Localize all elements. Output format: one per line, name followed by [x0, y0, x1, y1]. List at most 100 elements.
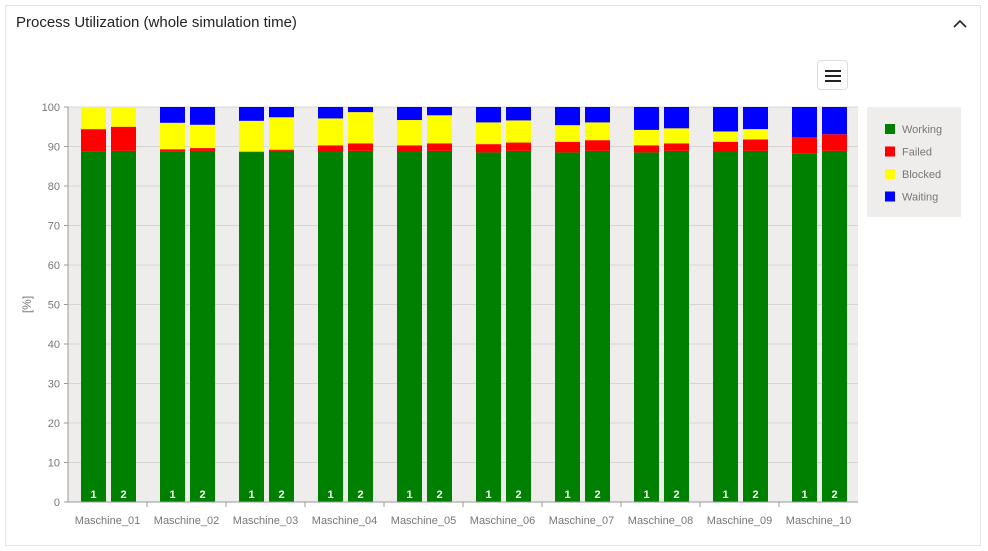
bar-segment-failed	[792, 137, 817, 154]
bar-segment-failed	[348, 143, 373, 151]
hamburger-line	[825, 75, 841, 77]
bar-label: 2	[752, 489, 758, 501]
legend-label: Blocked	[902, 169, 941, 181]
bar-segment-waiting	[239, 107, 264, 121]
bar-segment-blocked	[397, 120, 422, 146]
bar-segment-working	[476, 152, 501, 503]
bar-segment-blocked	[743, 129, 768, 140]
bar-segment-working	[239, 152, 264, 502]
bar-segment-blocked	[190, 124, 215, 149]
bar-segment-waiting	[713, 107, 738, 132]
x-tick-label: Maschine_09	[707, 515, 772, 527]
y-tick-label: 80	[48, 181, 60, 193]
bar-segment-failed	[318, 145, 343, 153]
x-tick-label: Maschine_05	[391, 515, 456, 527]
bar-segment-waiting	[348, 107, 373, 113]
x-tick-label: Maschine_08	[628, 515, 693, 527]
legend-swatch-failed	[885, 146, 895, 157]
bar-segment-waiting	[506, 107, 531, 121]
bar-segment-failed	[269, 149, 294, 151]
hamburger-line	[825, 80, 841, 82]
bar-label: 2	[436, 489, 442, 501]
bar-label: 1	[90, 489, 96, 501]
x-tick-label: Maschine_10	[786, 515, 851, 527]
bar-segment-failed	[822, 134, 847, 151]
legend-swatch-working	[885, 124, 895, 134]
x-tick-label: Maschine_01	[75, 515, 140, 527]
bar-segment-waiting	[792, 107, 817, 138]
bar-segment-working	[269, 150, 294, 502]
bar-label: 2	[515, 489, 521, 501]
bar-segment-waiting	[743, 107, 768, 130]
bar-label: 2	[594, 489, 600, 501]
bar-segment-blocked	[111, 107, 136, 127]
bar-segment-blocked	[506, 120, 531, 143]
bar-segment-blocked	[713, 131, 738, 142]
x-tick-label: Maschine_04	[312, 515, 377, 527]
bar-label: 2	[120, 489, 126, 501]
card-title: Process Utilization (whole simulation ti…	[16, 14, 297, 31]
bar-segment-waiting	[555, 107, 580, 126]
bar-segment-failed	[634, 145, 659, 153]
bar-label: 2	[357, 489, 363, 501]
bar-segment-blocked	[664, 128, 689, 144]
bar-segment-blocked	[585, 122, 610, 141]
y-tick-label: 20	[48, 418, 60, 430]
bar-segment-working	[348, 150, 373, 502]
bar-segment-working	[160, 151, 185, 502]
chevron-up-icon[interactable]	[950, 14, 970, 34]
bar-segment-waiting	[664, 107, 689, 129]
x-tick-label: Maschine_02	[154, 515, 219, 527]
bar-segment-waiting	[190, 107, 215, 125]
bar-segment-working	[111, 150, 136, 502]
bar-segment-blocked	[348, 112, 373, 144]
bar-segment-waiting	[822, 107, 847, 135]
bar-segment-working	[713, 152, 738, 502]
bar-label: 1	[169, 489, 175, 501]
bar-label: 1	[643, 489, 649, 501]
y-axis-label: [%]	[20, 296, 34, 313]
y-tick-label: 100	[42, 102, 60, 114]
y-tick-label: 30	[48, 379, 60, 391]
bar-segment-failed	[111, 126, 136, 151]
bar-segment-failed	[397, 145, 422, 153]
bar-segment-blocked	[634, 129, 659, 146]
bar-segment-working	[822, 150, 847, 502]
bar-segment-waiting	[269, 107, 294, 118]
bar-segment-waiting	[476, 107, 501, 123]
bar-segment-failed	[427, 143, 452, 151]
bar-segment-working	[506, 150, 531, 502]
y-tick-label: 10	[48, 458, 60, 470]
x-tick-label: Maschine_06	[470, 515, 535, 527]
bar-segment-failed	[81, 129, 106, 152]
y-tick-label: 90	[48, 142, 60, 154]
legend-swatch-waiting	[885, 191, 895, 202]
bar-segment-blocked	[160, 122, 185, 150]
x-tick-label: Maschine_03	[233, 515, 298, 527]
bar-segment-failed	[555, 141, 580, 153]
bar-segment-working	[792, 153, 817, 502]
bar-label: 1	[248, 489, 254, 501]
bar-segment-waiting	[397, 107, 422, 121]
y-tick-label: 70	[48, 221, 60, 233]
bar-segment-working	[190, 150, 215, 502]
bar-segment-working	[81, 151, 106, 502]
bar-segment-failed	[664, 143, 689, 151]
bar-label: 1	[801, 489, 807, 501]
bar-segment-blocked	[269, 117, 294, 150]
bar-segment-working	[427, 150, 452, 502]
chart-menu-button[interactable]	[817, 60, 848, 90]
y-tick-label: 50	[48, 300, 60, 312]
bar-label: 2	[199, 489, 205, 501]
chart-card: Process Utilization (whole simulation ti…	[5, 5, 981, 546]
bar-label: 2	[278, 489, 284, 501]
y-tick-label: 0	[54, 497, 60, 509]
bar-label: 1	[485, 489, 491, 501]
y-tick-label: 40	[48, 339, 60, 351]
bar-segment-blocked	[427, 115, 452, 144]
bar-segment-failed	[190, 148, 215, 151]
bar-segment-failed	[713, 141, 738, 153]
bar-segment-waiting	[160, 107, 185, 123]
legend	[867, 107, 961, 217]
bar-segment-working	[743, 150, 768, 502]
